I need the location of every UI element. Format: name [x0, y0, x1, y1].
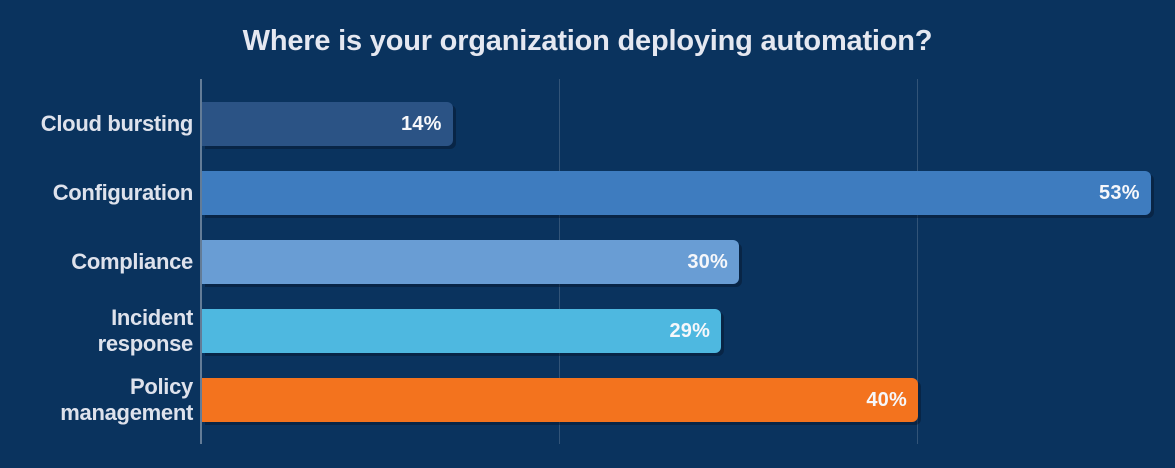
value-label: 40%	[866, 388, 907, 411]
category-label: Cloud bursting	[40, 111, 194, 136]
bar: 29%	[202, 309, 722, 353]
bar: 53%	[202, 171, 1151, 215]
value-label: 30%	[687, 250, 728, 273]
chart-title: Where is your organization deploying aut…	[242, 25, 933, 57]
gridline	[917, 79, 918, 444]
y-axis-line	[200, 79, 202, 444]
value-label: 53%	[1099, 181, 1140, 204]
value-label: 29%	[669, 319, 711, 342]
bar: 30%	[202, 240, 739, 284]
bar-row: Compliance 30%	[0, 240, 1175, 284]
bar-row: Configuration 53%	[0, 171, 1175, 215]
category-label: Compliance	[71, 249, 193, 274]
bar-row: Cloud bursting 14%	[0, 102, 1175, 146]
bar: 14%	[202, 102, 453, 146]
category-label: Configuration	[52, 180, 194, 205]
category-label: Policy management	[60, 374, 193, 425]
category-label: Incident response	[97, 305, 194, 356]
bar-row: Incident response 29%	[0, 305, 1175, 356]
bar: 40%	[202, 378, 918, 422]
bar-row: Policy management 40%	[0, 374, 1175, 425]
value-label: 14%	[400, 112, 442, 135]
